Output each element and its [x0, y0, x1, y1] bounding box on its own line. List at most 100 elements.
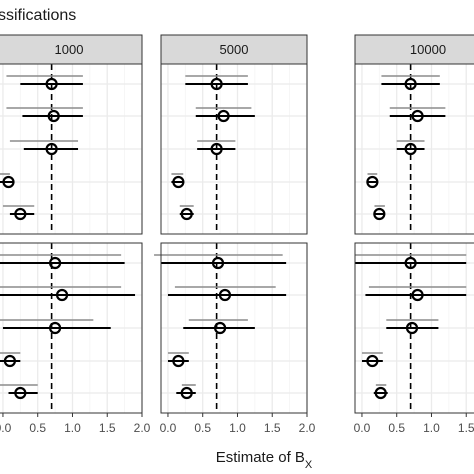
x-tick-label: 0.0	[354, 421, 371, 435]
strip-1000: 1000	[0, 34, 143, 65]
estimate-point	[373, 384, 388, 400]
estimate-point	[0, 254, 125, 270]
x-tick-label: 1.0	[423, 421, 440, 435]
estimate-point	[154, 254, 287, 270]
estimate-marker	[374, 386, 387, 400]
panel-border	[0, 63, 143, 235]
x-tick-label: 1.5	[264, 421, 281, 435]
x-axis-title-subscript: X	[305, 459, 313, 471]
estimate-marker	[405, 321, 419, 335]
estimate-point	[185, 75, 248, 91]
estimate-marker	[48, 321, 62, 335]
strip-background	[0, 34, 143, 65]
estimate-point	[361, 352, 383, 368]
estimate-marker	[210, 142, 223, 156]
panel-1000-row-2	[0, 242, 143, 414]
estimate-point	[0, 352, 21, 368]
estimate-point	[9, 140, 79, 156]
estimate-marker	[404, 256, 417, 270]
strip-10000: 10000	[354, 34, 474, 65]
estimate-point	[0, 384, 38, 400]
estimate-marker	[218, 288, 232, 302]
estimate-marker	[2, 175, 15, 189]
x-axis-1000: 0.0 0.5 1.0 1.5 2.0	[0, 413, 151, 435]
x-tick-label: 1.0	[229, 421, 246, 435]
estimate-marker	[3, 354, 17, 368]
panel-1000-row-1	[0, 63, 143, 235]
estimate-point	[179, 205, 194, 221]
estimate-point	[396, 140, 425, 156]
x-tick-label: 0.5	[29, 421, 46, 435]
panel-border	[0, 242, 143, 414]
strip-background	[160, 34, 308, 65]
estimate-point	[386, 319, 439, 335]
estimate-marker	[47, 109, 60, 123]
estimate-marker	[172, 354, 185, 368]
estimate-marker	[180, 207, 193, 221]
x-tick-label: 1.0	[64, 421, 81, 435]
x-axis-title-main: Estimate of B	[216, 449, 305, 466]
panel-border	[354, 242, 474, 414]
estimate-marker	[404, 77, 417, 91]
x-tick-label: 0.0	[0, 421, 12, 435]
estimate-marker	[172, 175, 185, 189]
estimate-marker	[211, 256, 225, 270]
estimate-marker	[48, 256, 62, 270]
estimate-marker	[217, 109, 230, 123]
estimate-point	[6, 75, 83, 91]
strip-label: 1000	[55, 42, 84, 57]
estimate-point	[171, 173, 185, 189]
panel-border	[160, 242, 308, 414]
x-tick-label: 0.0	[160, 421, 177, 435]
estimate-marker	[180, 386, 193, 400]
estimate-marker	[55, 288, 69, 302]
panel-5000-row-1	[160, 63, 308, 235]
x-tick-label: 1.5	[458, 421, 474, 435]
estimate-marker	[404, 142, 417, 156]
estimate-marker	[373, 207, 386, 221]
estimate-point	[183, 319, 255, 335]
estimate-point	[0, 286, 136, 302]
bottom-axes: 0.0 0.5 1.0 1.5 2.0 0.0 0.5 1.0 1.5 2.0 0.0 0.5 1.0 1…	[0, 413, 474, 435]
estimate-point	[6, 107, 83, 123]
estimate-point	[381, 75, 440, 91]
x-axis-10000: 0.00.51.01.52.0	[354, 413, 474, 435]
x-tick-label: 1.5	[99, 421, 116, 435]
x-axis-title: Estimate of BX	[216, 449, 313, 471]
estimate-point	[373, 205, 386, 221]
estimate-point	[167, 286, 287, 302]
estimate-marker	[45, 142, 58, 156]
estimate-point	[365, 286, 467, 302]
estimate-point	[197, 140, 236, 156]
chart-title: ssifications	[0, 7, 76, 24]
estimate-point	[195, 107, 255, 123]
estimate-point	[0, 319, 111, 335]
panel-10000-row-1	[354, 63, 474, 235]
x-tick-label: 2.0	[299, 421, 316, 435]
estimate-point	[2, 205, 35, 221]
panel-5000-row-2	[154, 242, 308, 414]
strip-5000: 5000	[160, 34, 308, 65]
strip-label: 10000	[410, 42, 446, 57]
estimate-point	[355, 254, 467, 270]
estimate-marker	[411, 109, 424, 123]
x-tick-label: 0.5	[194, 421, 211, 435]
estimate-marker	[411, 288, 424, 302]
estimate-marker	[14, 386, 27, 400]
strip-background	[354, 34, 474, 65]
estimate-marker	[213, 321, 227, 335]
estimate-point	[167, 352, 189, 368]
x-axis-5000: 0.0 0.5 1.0 1.5 2.0	[160, 413, 316, 435]
panels: 1000 5000 10000	[0, 34, 474, 414]
estimate-point	[366, 173, 379, 189]
strip-label: 5000	[220, 42, 249, 57]
x-tick-label: 0.5	[388, 421, 405, 435]
panel-10000-row-2	[354, 242, 474, 414]
estimate-marker	[45, 77, 58, 91]
estimate-marker	[210, 77, 223, 91]
estimate-marker	[14, 207, 27, 221]
estimate-marker	[366, 354, 379, 368]
panel-border	[160, 63, 308, 235]
x-tick-label: 2.0	[134, 421, 151, 435]
